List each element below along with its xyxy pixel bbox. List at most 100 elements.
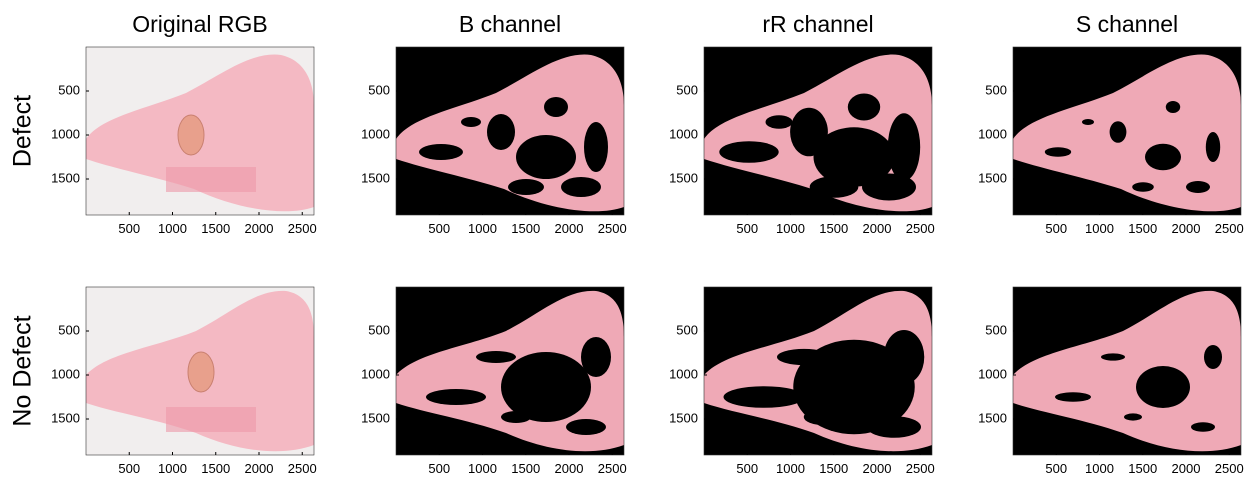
x-tick-label: 2500: [1215, 461, 1244, 476]
mask-gap: [765, 115, 793, 129]
mask-gap: [867, 416, 921, 438]
x-tick-label: 1000: [468, 221, 497, 236]
x-tick-label: 2500: [598, 461, 627, 476]
x-tick-label: 1000: [158, 221, 187, 236]
x-tick-label: 2000: [863, 461, 892, 476]
x-tick-label: 1500: [201, 221, 230, 236]
panel-frame: [85, 46, 315, 216]
image-panel: [395, 46, 625, 216]
y-tick-label: 1000: [669, 126, 698, 141]
y-tick-label: 1500: [669, 410, 698, 425]
x-tick-label: 1000: [158, 461, 187, 476]
column-title: S channel: [1076, 11, 1178, 37]
y-tick-label: 1000: [978, 366, 1007, 381]
x-tick-label: 2500: [906, 461, 935, 476]
lower-shade: [166, 407, 256, 432]
mask-gap: [1191, 422, 1215, 432]
mask-gap: [777, 348, 831, 366]
mask-gap: [803, 408, 845, 426]
x-tick-label: 2000: [555, 221, 584, 236]
x-tick-label: 2500: [906, 221, 935, 236]
x-tick-label: 1500: [511, 221, 540, 236]
x-tick-label: 2000: [555, 461, 584, 476]
mask-gap: [1165, 101, 1181, 113]
mask-gap: [584, 122, 608, 172]
x-tick-label: 500: [428, 221, 450, 236]
mask-gap: [581, 337, 611, 377]
x-tick-label: 1500: [1128, 461, 1157, 476]
mask-gap: [1145, 143, 1181, 171]
ham-region: [1013, 54, 1241, 212]
mask-gap: [516, 135, 576, 179]
x-tick-label: 1500: [1128, 221, 1157, 236]
y-tick-label: 500: [58, 322, 80, 337]
y-tick-label: 1000: [51, 126, 80, 141]
x-tick-label: 2500: [598, 221, 627, 236]
mask-gap: [1082, 119, 1094, 125]
defect-spot: [177, 114, 205, 156]
column-title: rR channel: [762, 11, 873, 37]
ham-region: [1013, 290, 1241, 452]
image-panel: [703, 286, 933, 456]
mask-gap: [461, 117, 481, 127]
x-tick-label: 1000: [776, 461, 805, 476]
x-tick-label: 2000: [1172, 221, 1201, 236]
y-tick-label: 1500: [978, 170, 1007, 185]
panel-frame: [395, 286, 625, 456]
x-tick-label: 1000: [1085, 461, 1114, 476]
mask-gap: [1132, 182, 1154, 192]
mask-gap: [1205, 132, 1221, 162]
mask-gap: [419, 144, 463, 160]
x-tick-label: 1500: [201, 461, 230, 476]
mask-gap: [487, 114, 515, 150]
y-tick-label: 500: [985, 322, 1007, 337]
mask-gap: [723, 386, 805, 408]
y-tick-label: 1000: [978, 126, 1007, 141]
mask-gap: [847, 93, 881, 121]
y-tick-label: 1500: [978, 410, 1007, 425]
mask-gap: [1044, 147, 1072, 157]
y-tick-label: 1000: [361, 126, 390, 141]
defect-spot: [187, 351, 215, 393]
mask-gap: [544, 97, 568, 117]
image-panel: [395, 286, 625, 456]
y-tick-label: 500: [58, 82, 80, 97]
lower-shade: [166, 167, 256, 192]
mask-gap: [566, 419, 606, 435]
x-tick-label: 2000: [863, 221, 892, 236]
panel-frame: [395, 46, 625, 216]
mask-gap: [501, 411, 531, 423]
mask-gap: [883, 330, 925, 384]
x-tick-label: 1000: [1085, 221, 1114, 236]
image-panel: [85, 46, 315, 216]
image-panel: [1012, 286, 1242, 456]
y-tick-label: 1500: [51, 170, 80, 185]
x-tick-label: 500: [428, 461, 450, 476]
panel-frame: [703, 46, 933, 216]
y-tick-label: 1500: [669, 170, 698, 185]
y-tick-label: 1500: [361, 170, 390, 185]
mask-gap: [719, 141, 779, 163]
x-tick-label: 1000: [468, 461, 497, 476]
panel-frame: [703, 286, 933, 456]
y-tick-label: 500: [676, 322, 698, 337]
mask-gap: [813, 127, 895, 187]
mask-gap: [809, 176, 859, 198]
y-tick-label: 1000: [361, 366, 390, 381]
mask-gap: [1124, 413, 1142, 421]
x-tick-label: 2000: [245, 461, 274, 476]
mask-gap: [1186, 181, 1210, 193]
panel-frame: [1012, 46, 1242, 216]
x-tick-label: 2500: [288, 461, 317, 476]
mask-gap: [1101, 353, 1125, 361]
x-tick-label: 2500: [288, 221, 317, 236]
row-label: Defect: [9, 95, 37, 167]
x-tick-label: 500: [1045, 461, 1067, 476]
panel-frame: [85, 286, 315, 456]
mask-gap: [476, 351, 516, 363]
mask-gap: [508, 179, 544, 195]
x-tick-label: 500: [118, 461, 140, 476]
mask-gap: [426, 389, 486, 405]
y-tick-label: 500: [676, 82, 698, 97]
